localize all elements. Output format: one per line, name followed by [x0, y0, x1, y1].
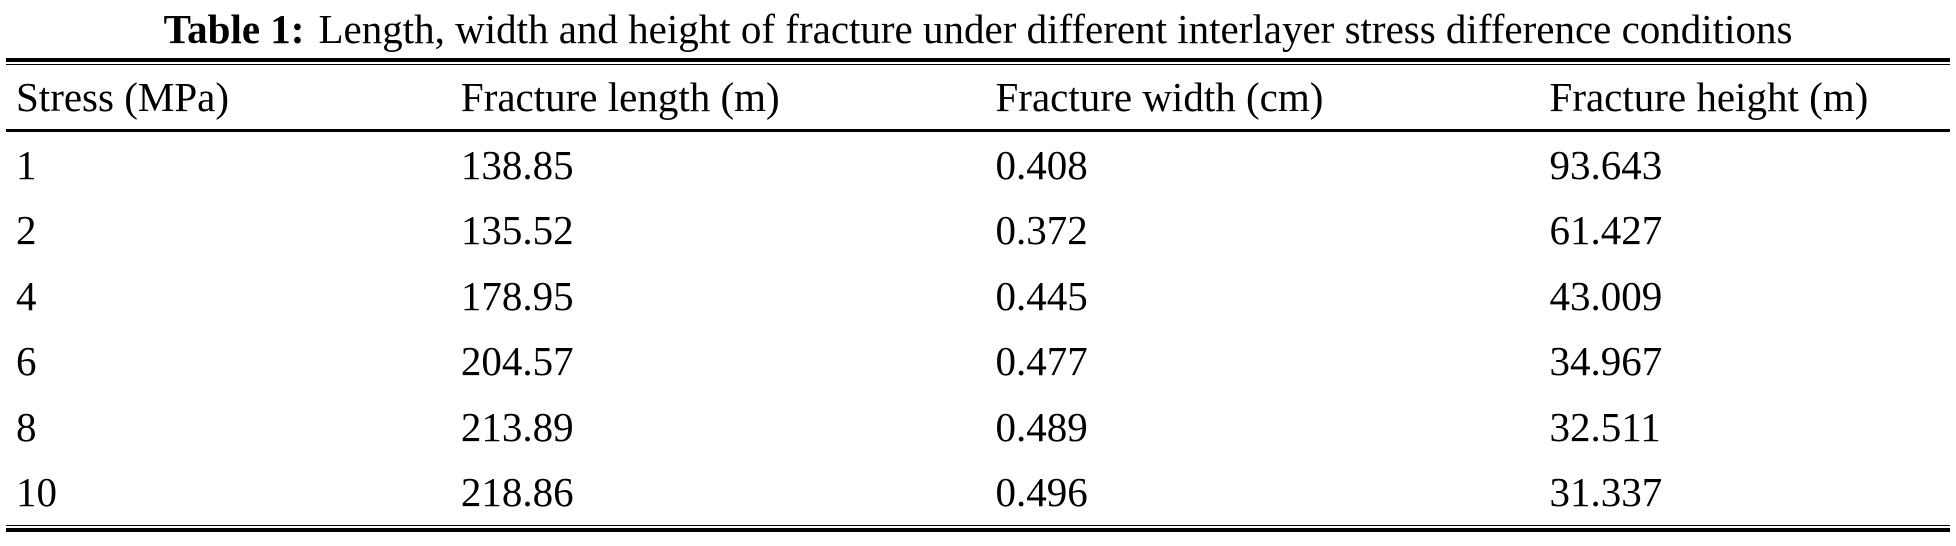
table-top-rule — [6, 58, 1950, 65]
table-caption: Table 1: Length, width and height of frac… — [0, 0, 1956, 58]
table-cell: 32.511 — [1549, 403, 1661, 450]
table-caption-text: Length, width and height of fracture und… — [318, 6, 1793, 52]
table-row: 10 218.86 0.496 31.337 — [6, 460, 1950, 526]
table-row: 1 138.85 0.408 93.643 — [6, 131, 1950, 198]
table-row: 2 135.52 0.372 61.427 — [6, 198, 1950, 264]
table-cell: 8 — [16, 403, 37, 450]
table-cell: 31.337 — [1549, 469, 1663, 516]
header-row: Stress (MPa) Fracture length (m) Fractur… — [6, 65, 1950, 132]
table-cell: 0.408 — [995, 141, 1088, 188]
table-row: 8 213.89 0.489 32.511 — [6, 394, 1950, 460]
table-cell: 0.372 — [995, 207, 1088, 254]
table-body: 1 138.85 0.408 93.643 2 135.52 0.372 61.427 4 178… — [6, 131, 1950, 526]
table-caption-label: Table 1: — [163, 6, 305, 52]
table-cell: 0.489 — [995, 403, 1088, 450]
table-row: 4 178.95 0.445 43.009 — [6, 263, 1950, 329]
table-cell: 93.643 — [1549, 141, 1663, 188]
table-cell: 0.477 — [995, 338, 1088, 385]
col-header-fracture-length: Fracture length (m) — [460, 65, 996, 132]
table-cell: 34.967 — [1549, 338, 1663, 385]
table-cell: 213.89 — [460, 403, 574, 450]
table-cell: 2 — [16, 207, 37, 254]
table-cell: 218.86 — [460, 469, 574, 516]
table-cell: 0.496 — [995, 469, 1088, 516]
table-cell: 178.95 — [460, 272, 574, 319]
table-cell: 4 — [16, 272, 37, 319]
table-cell: 204.57 — [460, 338, 574, 385]
table-cell: 10 — [16, 469, 57, 516]
data-table: Stress (MPa) Fracture length (m) Fractur… — [6, 65, 1950, 525]
table-cell: 1 — [16, 141, 37, 188]
col-header-fracture-height: Fracture height (m) — [1549, 65, 1950, 132]
col-header-fracture-width: Fracture width (cm) — [995, 65, 1550, 132]
table-bottom-rule — [6, 525, 1950, 532]
table-cell: 43.009 — [1549, 272, 1663, 319]
table-cell: 135.52 — [460, 207, 574, 254]
table-cell: 138.85 — [460, 141, 574, 188]
table-cell: 0.445 — [995, 272, 1088, 319]
col-header-stress: Stress (MPa) — [6, 65, 461, 132]
table-row: 6 204.57 0.477 34.967 — [6, 329, 1950, 395]
table-cell: 6 — [16, 338, 37, 385]
table-cell: 61.427 — [1549, 207, 1663, 254]
